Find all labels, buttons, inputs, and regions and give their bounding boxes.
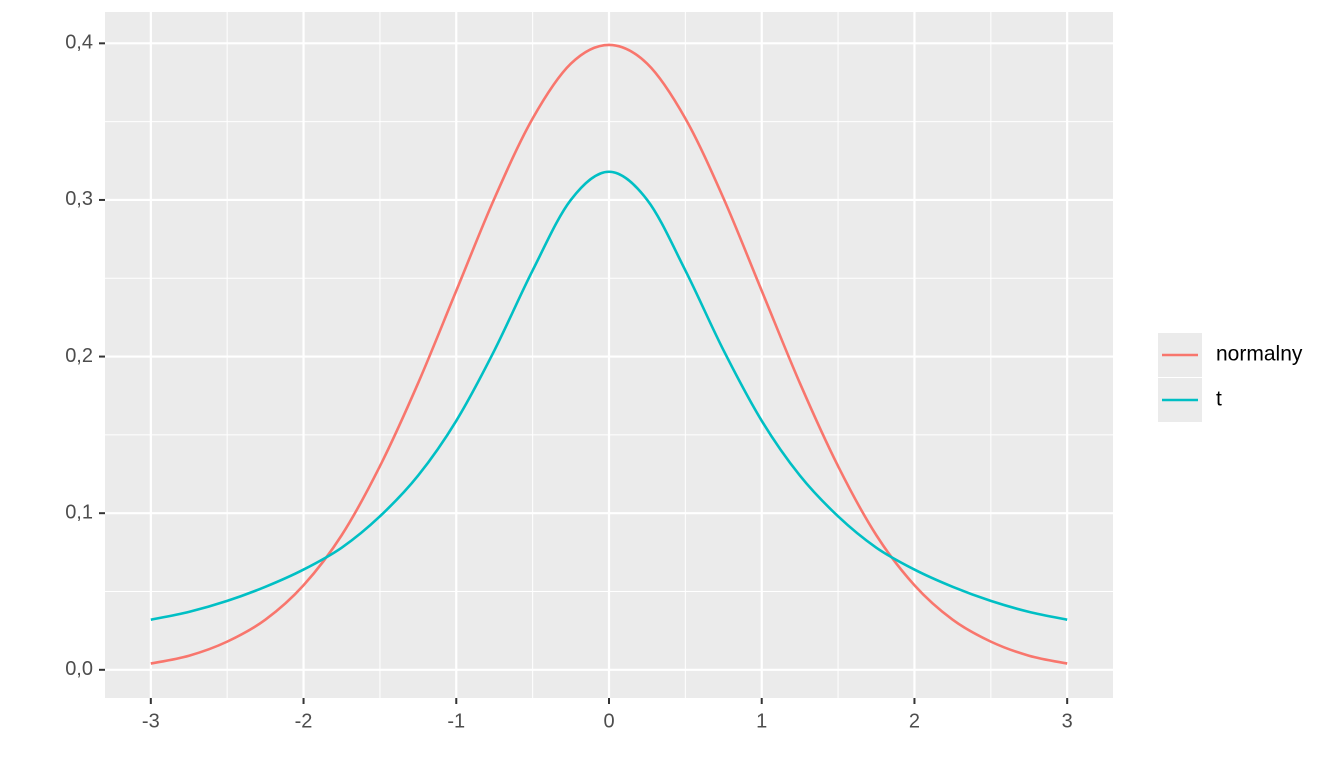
y-tick-label: 0,0: [65, 658, 93, 680]
x-tick-label: 1: [756, 710, 767, 732]
x-tick-label: 0: [603, 710, 614, 732]
y-tick-label: 0,1: [65, 501, 93, 523]
x-tick-label: 2: [909, 710, 920, 732]
y-tick-label: 0,3: [65, 188, 93, 210]
y-tick-label: 0,2: [65, 345, 93, 367]
legend-label: t: [1216, 388, 1222, 411]
legend-label: normalny: [1216, 343, 1303, 366]
line: [150, 170, 1068, 621]
line: [150, 43, 1068, 665]
x-tick-label: -1: [447, 710, 465, 732]
x-tick-label: -3: [142, 710, 160, 732]
x-tick-label: 3: [1062, 710, 1073, 732]
y-tick-label: 0,4: [65, 32, 93, 54]
x-tick-label: -2: [295, 710, 313, 732]
